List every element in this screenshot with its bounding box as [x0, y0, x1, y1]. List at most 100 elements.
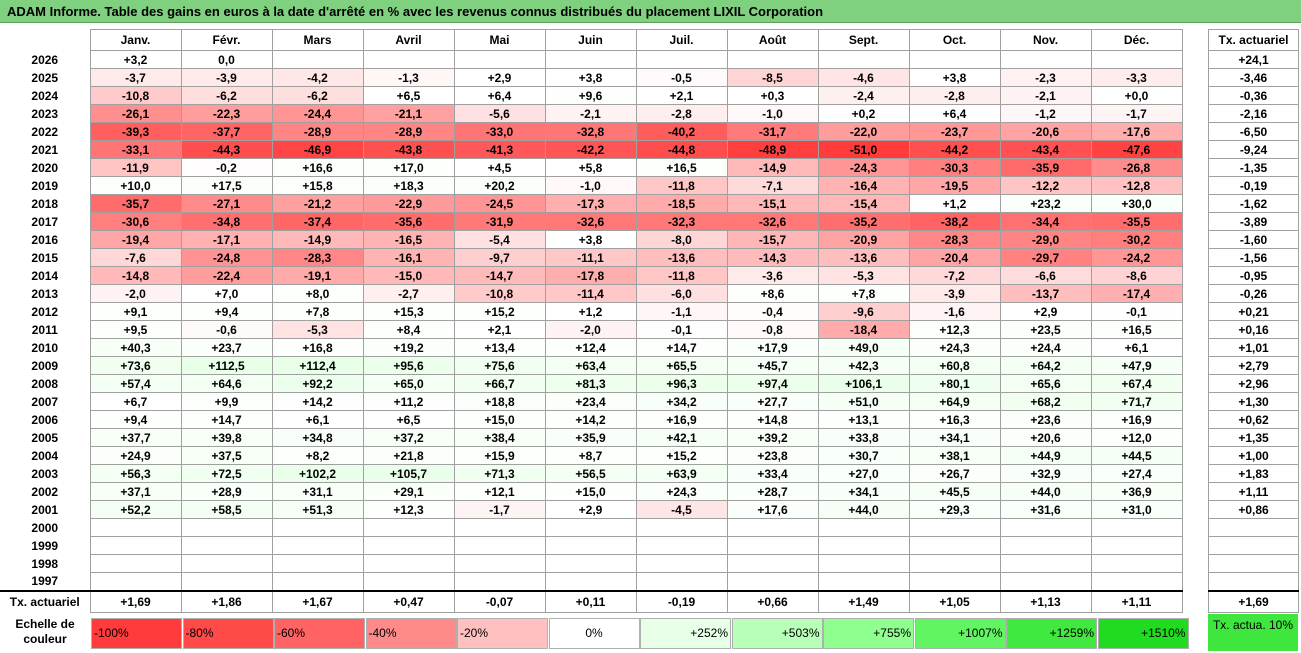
gain-cell: +8,2 — [271, 446, 364, 465]
gain-cell — [817, 50, 910, 69]
gain-cell: +1,2 — [544, 302, 637, 321]
gain-cell: -15,4 — [817, 194, 910, 213]
gain-cell: -34,4 — [999, 212, 1092, 231]
gain-cell — [544, 536, 637, 555]
legend-swatch: -100% — [91, 618, 182, 649]
gain-cell: +14,2 — [271, 392, 364, 411]
year-label: 1998 — [31, 556, 59, 571]
gain-cell: +17,0 — [362, 158, 455, 177]
table-row: 2026 +3,2 0,0 — [0, 50, 1183, 69]
gain-cell: +34,2 — [635, 392, 728, 411]
rate-row: -3,89 — [1208, 212, 1299, 231]
gain-cell: -14,9 — [726, 158, 819, 177]
gain-cell: +38,1 — [908, 446, 1001, 465]
gain-cell: -23,7 — [908, 122, 1001, 141]
gain-cell: +31,0 — [1090, 500, 1183, 519]
gain-cell: +39,2 — [726, 428, 819, 447]
summary-cell: +1,67 — [271, 589, 364, 613]
gain-cell: -41,3 — [453, 140, 546, 159]
gain-cell: +60,8 — [908, 356, 1001, 375]
gain-cell: +63,4 — [544, 356, 637, 375]
rate-cell: -1,35 — [1208, 158, 1299, 177]
gain-cell: -27,1 — [180, 194, 273, 213]
rate-cell — [1208, 554, 1299, 573]
gain-cell: -30,3 — [908, 158, 1001, 177]
gain-cell: +23,4 — [544, 392, 637, 411]
gain-cell: +66,7 — [453, 374, 546, 393]
gain-cell: +7,0 — [180, 284, 273, 303]
table-row: 2020 -11,9 -0,2 +16,6 +17,0 +4,5 +5,8 +16,5 -14,… — [0, 158, 1183, 177]
gain-cell: +12,0 — [1090, 428, 1183, 447]
gain-cell: +65,0 — [362, 374, 455, 393]
year-label: 2009 — [31, 358, 59, 373]
gain-cell: -28,3 — [908, 230, 1001, 249]
gain-cell: +37,2 — [362, 428, 455, 447]
month-header: Févr. — [180, 29, 273, 51]
gain-cell — [908, 536, 1001, 555]
gain-cell: -43,4 — [999, 140, 1092, 159]
legend-swatch: +503% — [731, 618, 823, 649]
gain-cell: +29,3 — [908, 500, 1001, 519]
gain-cell: -20,9 — [817, 230, 910, 249]
gain-cell: +24,3 — [635, 482, 728, 501]
gain-cell: -9,7 — [453, 248, 546, 267]
gain-cell: -1,3 — [362, 68, 455, 87]
rate-row: +1,35 — [1208, 428, 1299, 447]
gain-cell — [1090, 536, 1183, 555]
gain-cell — [544, 554, 637, 573]
gain-cell: +96,3 — [635, 374, 728, 393]
year-label: 2014 — [31, 268, 59, 283]
legend-label: Echelle de couleur — [15, 617, 75, 646]
rate-cell: -3,89 — [1208, 212, 1299, 231]
gain-cell: -2,1 — [544, 104, 637, 123]
gain-cell: +42,3 — [817, 356, 910, 375]
gain-cell: +3,2 — [89, 50, 182, 69]
year-label: 2010 — [31, 340, 59, 355]
gain-cell: -5,3 — [271, 320, 364, 339]
gain-cell — [726, 50, 819, 69]
gain-cell: +51,0 — [817, 392, 910, 411]
gain-cell: -7,2 — [908, 266, 1001, 285]
gain-cell: -1,7 — [1090, 104, 1183, 123]
gain-cell: +14,7 — [180, 410, 273, 429]
gain-cell — [362, 536, 455, 555]
gain-cell: 0,0 — [180, 50, 273, 69]
gain-cell — [544, 572, 637, 591]
gain-cell: -35,6 — [362, 212, 455, 231]
gain-cell: +68,2 — [999, 392, 1092, 411]
gain-cell — [1090, 50, 1183, 69]
gain-cell: +8,0 — [271, 284, 364, 303]
gain-cell: +15,2 — [453, 302, 546, 321]
gain-cell — [89, 572, 182, 591]
summary-cell: +1,69 — [89, 589, 182, 613]
gain-cell: +6,5 — [362, 410, 455, 429]
gain-cell: -17,4 — [1090, 284, 1183, 303]
gain-cell: +58,5 — [180, 500, 273, 519]
gain-cell: +18,8 — [453, 392, 546, 411]
month-header: Oct. — [908, 29, 1001, 51]
gain-cell — [453, 518, 546, 537]
rate-row: +2,96 — [1208, 374, 1299, 393]
corner-cell — [0, 29, 90, 51]
month-header: Nov. — [999, 29, 1092, 51]
gain-cell: +17,9 — [726, 338, 819, 357]
gain-cell: -7,1 — [726, 176, 819, 195]
gain-cell: -15,1 — [726, 194, 819, 213]
table-row: 2007 +6,7 +9,9 +14,2 +11,2 +18,8 +23,4 +34,2 +27… — [0, 392, 1183, 411]
gain-cell: -2,3 — [999, 68, 1092, 87]
gain-cell: -16,5 — [362, 230, 455, 249]
gain-cell: +40,3 — [89, 338, 182, 357]
gain-cell: +9,4 — [89, 410, 182, 429]
gain-cell — [362, 50, 455, 69]
gain-cell: +12,3 — [362, 500, 455, 519]
gain-cell: +72,5 — [180, 464, 273, 483]
gain-cell: -32,8 — [544, 122, 637, 141]
gain-cell: +13,4 — [453, 338, 546, 357]
gain-cell: -2,8 — [635, 104, 728, 123]
gain-cell: +2,9 — [544, 500, 637, 519]
gain-cell — [271, 536, 364, 555]
gain-cell: -22,0 — [817, 122, 910, 141]
table-row: 2018 -35,7 -27,1 -21,2 -22,9 -24,5 -17,3 -18,5-… — [0, 194, 1183, 213]
legend-swatch: +1259% — [1006, 618, 1097, 649]
rate-row — [1208, 518, 1299, 537]
